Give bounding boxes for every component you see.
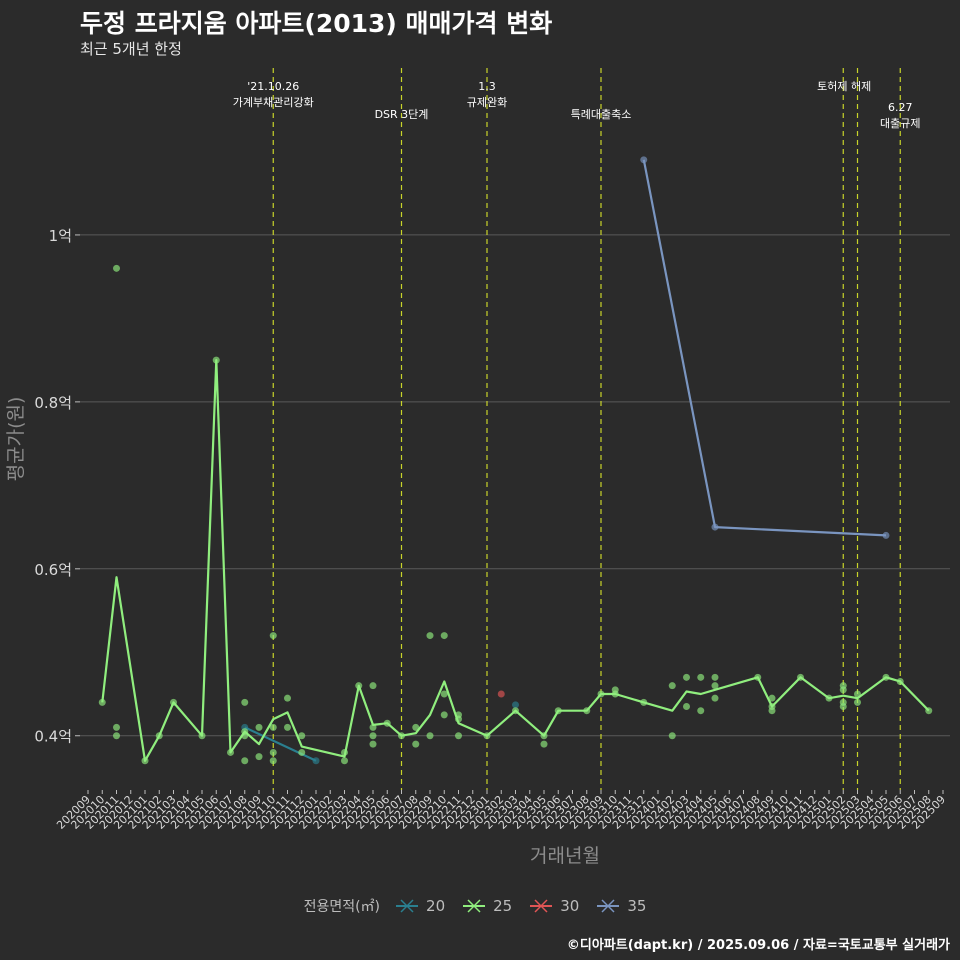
data-point	[412, 723, 420, 731]
event-label: 토허제 해제	[817, 79, 871, 93]
grid-lines	[80, 234, 950, 737]
data-point	[455, 732, 462, 740]
data-series	[98, 156, 933, 765]
data-point	[269, 723, 277, 731]
data-point	[512, 701, 519, 709]
series-line	[101, 359, 930, 762]
chart-subtitle: 최근 5개년 한정	[80, 40, 182, 58]
source-caption: ©디아파트(dapt.kr) / 2025.09.06 / 자료=국토교통부 실…	[566, 938, 950, 953]
data-point	[369, 732, 377, 740]
series-line	[244, 726, 317, 762]
data-point	[298, 732, 306, 740]
data-point	[683, 703, 690, 711]
data-point	[839, 703, 847, 711]
data-point	[284, 723, 291, 731]
legend-item-35: 35	[595, 896, 646, 916]
data-point	[697, 707, 705, 715]
y-tick-label: 1억	[49, 227, 72, 245]
legend-item-25: 25	[461, 896, 512, 916]
data-point	[440, 711, 448, 719]
data-point	[241, 757, 249, 765]
data-point	[113, 723, 120, 731]
legend-key-icon	[463, 899, 486, 913]
data-point	[269, 632, 277, 640]
legend-label: 35	[627, 897, 647, 915]
legend-items: 20 25 30 35	[388, 896, 656, 916]
legend-key-icon	[396, 899, 419, 913]
data-point	[255, 753, 263, 761]
data-point	[426, 632, 434, 640]
data-point	[298, 748, 306, 756]
data-point	[369, 682, 377, 690]
data-point	[882, 531, 890, 539]
axes: 0.4억0.6억0.8억1억20200920201020201120201220…	[5, 227, 948, 867]
data-point	[768, 707, 776, 715]
legend-item-20: 20	[394, 896, 445, 916]
series-25	[98, 264, 933, 765]
data-point	[412, 740, 420, 748]
data-point	[711, 682, 719, 690]
y-tick-label: 0.8억	[34, 394, 72, 412]
chart-title: 두정 프라지움 아파트(2013) 매매가격 변화	[80, 9, 553, 38]
data-point	[668, 732, 676, 740]
legend-label: 25	[493, 897, 513, 915]
data-point	[440, 690, 448, 698]
data-point	[113, 732, 120, 740]
data-point	[540, 740, 548, 748]
data-point	[497, 690, 505, 698]
series-30	[497, 690, 505, 698]
event-label: '21.10.26 가계부채관리강화	[233, 80, 314, 109]
data-point	[269, 757, 277, 765]
data-point	[768, 694, 776, 702]
y-tick-label: 0.6억	[34, 561, 72, 579]
data-point	[341, 757, 348, 765]
legend-item-30: 30	[528, 896, 579, 916]
data-point	[668, 682, 676, 690]
y-tick-label: 0.4억	[34, 728, 72, 746]
event-label: 특례대출축소	[571, 108, 632, 121]
data-point	[440, 632, 448, 640]
legend-label: 20	[426, 897, 446, 915]
event-label: DSR 3단계	[375, 108, 429, 121]
data-point	[711, 673, 719, 681]
y-axis-title: 평균가(원)	[5, 397, 27, 482]
legend-label: 30	[560, 897, 580, 915]
data-point	[369, 740, 377, 748]
data-point	[854, 698, 861, 706]
data-point	[839, 686, 847, 694]
data-point	[241, 698, 249, 706]
event-label: 1.3 규제완화	[467, 80, 507, 109]
data-point	[611, 686, 619, 694]
data-point	[711, 694, 719, 702]
data-point	[113, 264, 120, 272]
event-label: 6.27 대출규제	[880, 101, 920, 130]
legend-title: 전용면적(㎡)	[303, 899, 381, 915]
legend-key-icon	[530, 899, 553, 913]
legend-key-icon	[597, 899, 620, 913]
data-point	[426, 732, 434, 740]
x-axis-title: 거래년월	[530, 845, 600, 867]
data-point	[255, 723, 263, 731]
legend: 전용면적(㎡) 20 25 30 35	[0, 896, 960, 916]
data-point	[697, 673, 705, 681]
series-line	[642, 159, 887, 537]
series-20	[241, 701, 519, 765]
series-35	[640, 156, 890, 539]
data-point	[269, 748, 277, 756]
data-point	[683, 673, 690, 681]
data-point	[284, 694, 291, 702]
